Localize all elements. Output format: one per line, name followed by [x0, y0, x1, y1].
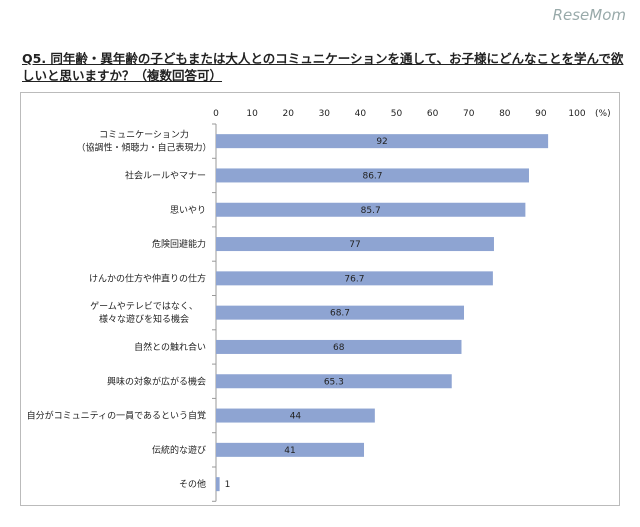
x-tick-label: 100: [568, 109, 585, 119]
x-tick-label: 60: [427, 109, 439, 119]
x-tick-label: 90: [535, 109, 547, 119]
category-label: ゲームやテレビではなく、: [90, 300, 198, 312]
bar: [216, 442, 365, 457]
data-label: 68: [333, 343, 345, 353]
bar: [216, 168, 529, 183]
data-label: 76.7: [344, 274, 364, 284]
unit-label: (%): [595, 109, 611, 119]
bar: [216, 374, 452, 389]
category-label: コミュニケーション力: [99, 129, 189, 141]
bar: [216, 408, 375, 423]
data-label: 85.7: [361, 206, 381, 216]
x-tick-label: 80: [499, 109, 511, 119]
data-label: 77: [349, 240, 360, 250]
bar: [216, 339, 462, 354]
bar: [216, 237, 494, 252]
data-label: 41: [284, 446, 295, 456]
chart-title: Q5. 同年齢・異年齢の子どもまたは大人とのコミュニケーションを通して、お子様に…: [22, 51, 624, 83]
x-tick-label: 0: [213, 109, 219, 119]
category-label: 社会ルールやマナー: [125, 169, 206, 181]
category-label: 伝統的な遊び: [152, 444, 206, 456]
category-label: 興味の対象が広がる機会: [107, 375, 206, 387]
category-label: けんかの仕方や仲直りの仕方: [89, 272, 206, 284]
data-label: 68.7: [330, 309, 350, 319]
category-label: 思いやり: [170, 205, 206, 216]
bar: [216, 202, 526, 217]
data-label: 44: [290, 412, 302, 422]
x-tick-label: 50: [391, 109, 403, 119]
data-label: 86.7: [362, 171, 382, 181]
bar: [216, 477, 220, 492]
bar: [216, 305, 465, 320]
data-label: 65.3: [324, 377, 344, 387]
bar: [216, 134, 549, 149]
data-label: 1: [225, 480, 231, 490]
category-label: （協調性・傾聴力・自己表現力）: [76, 142, 211, 154]
data-label: 92: [376, 137, 387, 147]
category-label: 様々な遊びを知る機会: [99, 313, 189, 325]
x-tick-label: 70: [463, 109, 475, 119]
bar: [216, 271, 493, 286]
x-tick-label: 40: [355, 109, 367, 119]
category-label: 危険回避能力: [152, 238, 206, 250]
category-label: その他: [179, 478, 206, 490]
x-tick-label: 30: [319, 109, 331, 119]
resemom-logo: ReseMom: [552, 6, 626, 24]
category-label: 自然との触れ合い: [134, 341, 206, 353]
category-label: 自分がコミュニティの一員であるという自覚: [27, 410, 206, 422]
chart-frame: [20, 92, 620, 506]
x-tick-label: 20: [282, 109, 294, 119]
x-tick-label: 10: [246, 109, 258, 119]
